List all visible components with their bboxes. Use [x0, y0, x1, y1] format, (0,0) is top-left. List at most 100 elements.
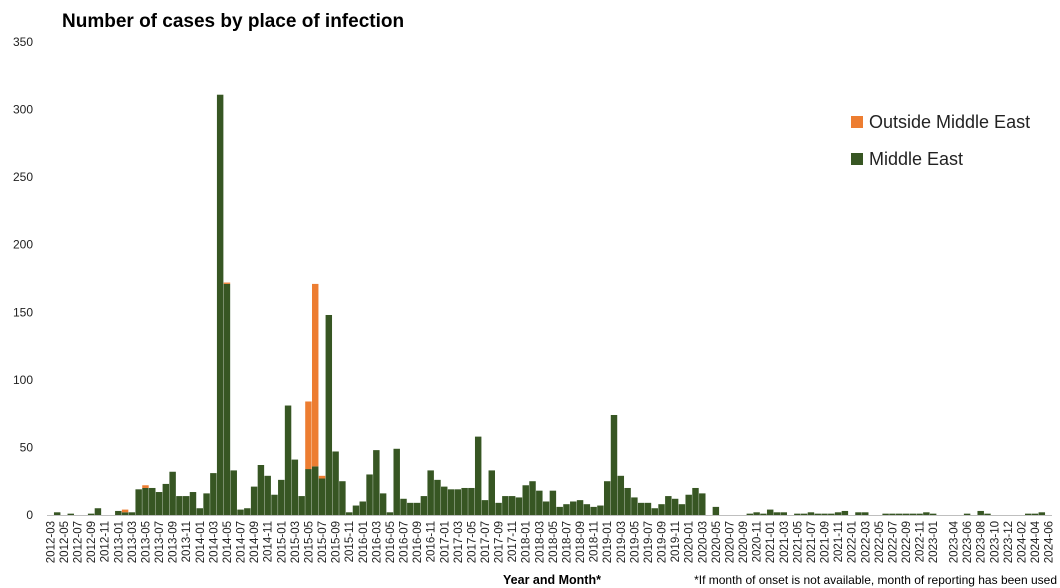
- x-tick-label: 2017-07: [480, 521, 492, 563]
- bar-middle-east: [169, 471, 176, 515]
- y-tick-label: 50: [20, 440, 34, 454]
- bar-middle-east: [828, 513, 835, 515]
- bar-outside-middle-east: [223, 282, 231, 284]
- bar-middle-east: [746, 513, 754, 515]
- bar-middle-east: [909, 513, 917, 515]
- x-tick-label: 2013-11: [181, 521, 193, 562]
- bar-middle-east: [250, 486, 258, 515]
- x-tick-label: 2023-12: [1003, 521, 1015, 563]
- x-tick-label: 2021-11: [833, 521, 845, 562]
- x-tick-label: 2013-07: [154, 521, 166, 563]
- x-tick-label: 2015-11: [344, 521, 356, 562]
- bar-middle-east: [278, 479, 285, 515]
- bar-middle-east: [339, 481, 346, 515]
- x-tick-label: 2018-03: [534, 521, 546, 563]
- bar-middle-east: [366, 474, 373, 515]
- bar-middle-east: [712, 506, 720, 515]
- bar-middle-east: [53, 512, 61, 515]
- x-tick-label: 2017-09: [494, 521, 506, 563]
- x-axis-title: Year and Month*: [503, 573, 601, 587]
- bar-middle-east: [454, 489, 462, 515]
- bar-middle-east: [162, 483, 170, 515]
- x-tick-label: 2024-04: [1030, 520, 1042, 563]
- x-tick-label: 2023-04: [949, 520, 961, 563]
- bar-middle-east: [332, 451, 339, 515]
- bar-middle-east: [570, 501, 577, 515]
- bar-middle-east: [461, 487, 468, 515]
- x-tick-label: 2020-05: [711, 521, 723, 563]
- x-tick-label: 2020-09: [738, 521, 750, 563]
- x-tick-label: 2020-01: [684, 521, 696, 563]
- bar-middle-east: [624, 487, 631, 515]
- bar-middle-east: [189, 492, 197, 515]
- x-tick-label: 2019-05: [629, 521, 641, 563]
- x-tick-label: 2017-11: [507, 521, 519, 562]
- x-tick-label: 2016-07: [399, 521, 411, 563]
- bar-middle-east: [644, 502, 652, 515]
- legend-swatch: [851, 153, 863, 165]
- bar-middle-east: [821, 513, 828, 515]
- bar-middle-east: [230, 470, 237, 515]
- bar-middle-east: [502, 496, 509, 515]
- x-tick-label: 2012-11: [100, 521, 112, 562]
- bar-outside-middle-east: [142, 485, 149, 488]
- bar-middle-east: [468, 487, 475, 515]
- bar-middle-east: [665, 496, 672, 515]
- bar-middle-east: [1025, 513, 1032, 515]
- x-tick-label: 2014-11: [263, 521, 275, 562]
- bar-middle-east: [610, 414, 618, 515]
- bar-middle-east: [305, 469, 312, 515]
- x-tick-label: 2018-09: [575, 521, 587, 563]
- bar-layer: [53, 94, 1046, 516]
- x-tick-label: 2013-05: [140, 521, 152, 563]
- bar-middle-east: [373, 450, 380, 515]
- bar-middle-east: [855, 512, 862, 515]
- x-tick-label: 2013-03: [127, 521, 139, 563]
- x-tick-label: 2013-01: [113, 521, 125, 563]
- bar-outside-middle-east: [305, 401, 312, 470]
- x-tick-label: 2024-06: [1044, 521, 1056, 563]
- bar-middle-east: [1038, 512, 1046, 515]
- bar-middle-east: [121, 512, 129, 515]
- bar-middle-east: [841, 510, 849, 515]
- x-tick-label: 2023-01: [928, 521, 940, 563]
- y-tick-label: 350: [13, 35, 33, 49]
- bar-middle-east: [237, 509, 244, 515]
- y-tick-label: 250: [13, 170, 33, 184]
- bar-middle-east: [753, 512, 760, 515]
- x-tick-label: 2017-01: [439, 521, 451, 563]
- bar-middle-east: [671, 498, 679, 515]
- bar-middle-east: [447, 489, 455, 515]
- bar-middle-east: [699, 493, 706, 515]
- x-tick-label: 2019-09: [657, 521, 669, 563]
- bar-middle-east: [678, 504, 686, 515]
- bar-middle-east: [325, 314, 333, 515]
- x-tick-label: 2022-07: [887, 521, 899, 563]
- x-tick-label: 2019-11: [670, 521, 682, 562]
- bar-middle-east: [923, 512, 930, 515]
- bar-middle-east: [271, 494, 278, 515]
- bar-middle-east: [393, 448, 400, 515]
- x-tick-label: 2015-09: [331, 521, 343, 563]
- bar-middle-east: [929, 513, 937, 515]
- bar-outside-middle-east: [318, 475, 326, 479]
- bar-middle-east: [203, 493, 210, 515]
- bar-middle-east: [291, 459, 299, 515]
- x-tick-label: 2018-05: [548, 521, 560, 563]
- bar-middle-east: [542, 501, 550, 515]
- bar-middle-east: [87, 513, 95, 515]
- x-tick-label: 2015-01: [276, 521, 288, 563]
- x-tick-label: 2012-05: [59, 521, 71, 563]
- x-tick-label: 2021-01: [765, 521, 777, 563]
- x-tick-label: 2014-05: [222, 521, 234, 563]
- bar-middle-east: [481, 500, 489, 515]
- bar-middle-east: [128, 512, 136, 515]
- x-tick-label: 2019-01: [602, 521, 614, 563]
- bar-middle-east: [889, 513, 896, 515]
- x-tick-label: 2021-05: [792, 521, 804, 563]
- y-axis: 0 50 100 150 200 250 300 350: [13, 35, 33, 522]
- bar-middle-east: [563, 504, 570, 515]
- bar-middle-east: [298, 496, 305, 515]
- x-tick-label: 2020-11: [752, 521, 764, 562]
- x-tick-label: 2018-11: [589, 521, 601, 562]
